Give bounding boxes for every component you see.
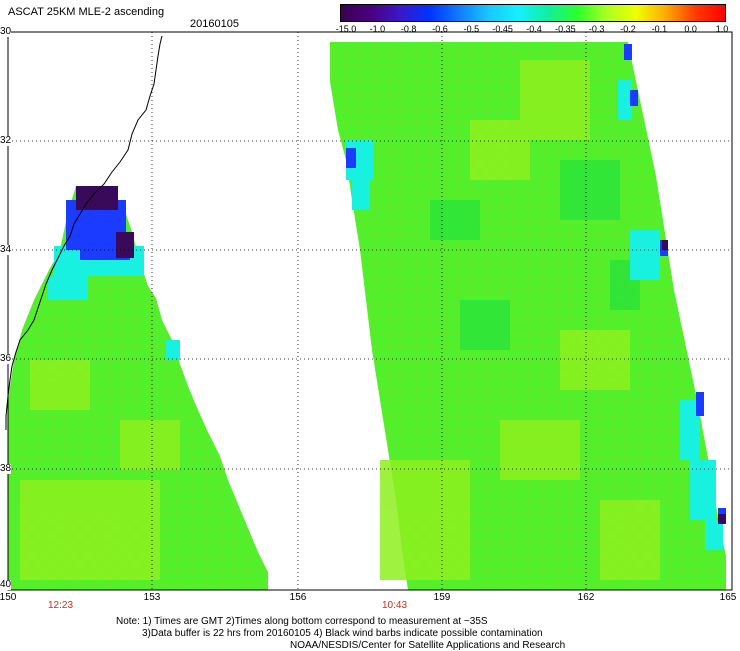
swath-right-dark-patches	[430, 160, 640, 350]
map-frame	[7, 31, 733, 591]
lon-label: 165	[719, 592, 737, 603]
swath-right-base	[330, 42, 726, 590]
colorbar-tick-label: -0.6	[432, 24, 448, 34]
lon-label: 153	[143, 592, 161, 603]
graticule	[8, 32, 732, 590]
pass-time-left: 12:23	[48, 600, 74, 611]
colorbar-tick-label: -0.5	[463, 24, 480, 34]
colorbar-legend: -15.0 -1.0 -0.8 -0.6 -0.5 -0.45 -0.4 -0.35 -0.3 -…	[336, 4, 729, 38]
colorbar-tick-label: -1.0	[369, 24, 386, 34]
product-date: 20160105	[190, 18, 239, 30]
colorbar	[340, 4, 726, 22]
lon-label: 150	[0, 592, 17, 603]
colorbar-tick-label: -0.8	[400, 24, 417, 34]
footer-note-line1: Note: 1) Times are GMT 2)Times along bot…	[116, 616, 488, 627]
footer-note-line2: 3)Data buffer is 22 hrs from 20160105 4)…	[142, 628, 543, 639]
product-title: ASCAT 25KM MLE-2 ascending	[8, 6, 165, 18]
colorbar-tick-label: -0.35	[555, 24, 576, 34]
lat-label: 32	[0, 135, 12, 146]
swath-left	[8, 186, 268, 590]
coastline	[5, 35, 163, 430]
colorbar-tick-label: -0.4	[526, 24, 542, 34]
swath-right-dark-cells	[662, 240, 726, 524]
colorbar-tick-label: -15.0	[335, 24, 357, 34]
pass-time-right: 10:43	[382, 600, 408, 611]
lat-label: 30	[0, 26, 12, 37]
lat-label: 34	[0, 244, 12, 255]
lon-label: 156	[289, 592, 307, 603]
colorbar-tick-label: 0.0	[684, 24, 697, 34]
lat-label: 36	[0, 353, 12, 364]
lon-label: 162	[577, 592, 595, 603]
lon-label: 159	[433, 592, 451, 603]
colorbar-tick-label: -0.1	[651, 24, 668, 34]
swath-left-light-patches	[20, 360, 180, 580]
footer-note-line3: NOAA/NESDIS/Center for Satellite Applica…	[290, 640, 566, 651]
lat-label: 38	[0, 463, 12, 474]
swath-right-light-patches	[380, 60, 660, 580]
lat-label: 40	[0, 579, 12, 590]
swath-left-dark-region	[76, 186, 134, 258]
colorbar-tick-label: 1.0	[715, 24, 729, 34]
swath-right	[330, 42, 726, 590]
colorbar-tick-label: -0.2	[620, 24, 636, 34]
swath-right-cyan-edges	[346, 80, 723, 550]
colorbar-tick-label: -0.45	[492, 24, 513, 34]
colorbar-tick-label: -0.3	[588, 24, 605, 34]
